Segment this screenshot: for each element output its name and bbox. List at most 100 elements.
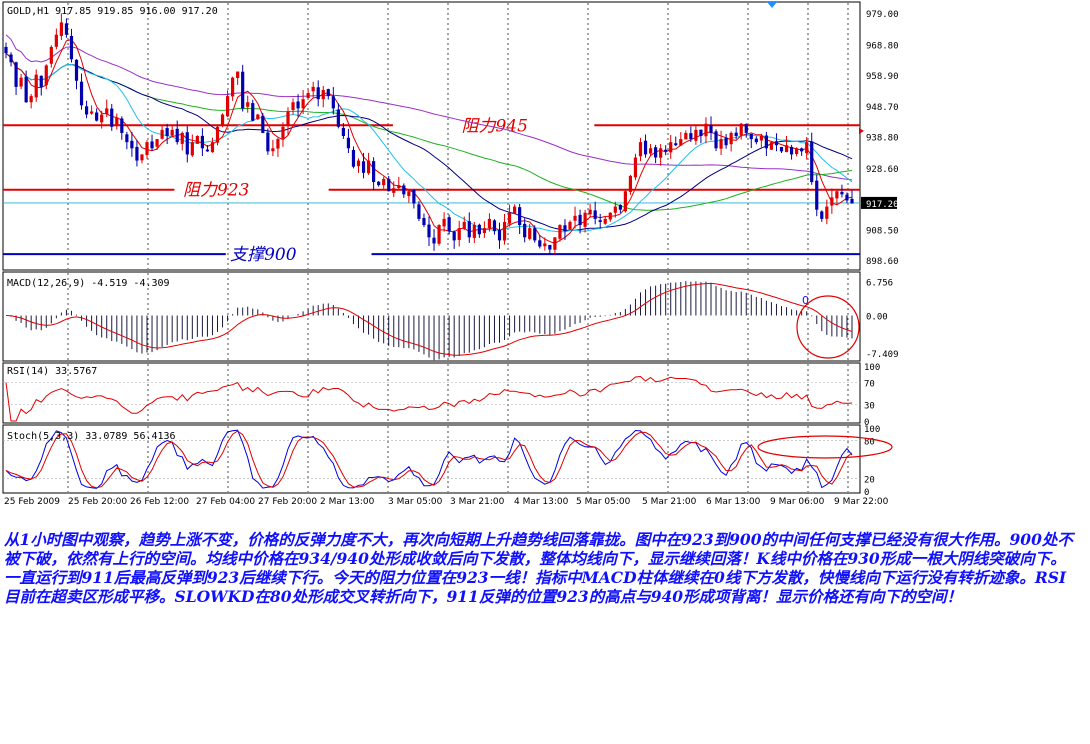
candle-body [815,180,819,210]
candle-body [789,146,794,155]
rsi-tick-label: 30 [864,402,875,412]
candle-body [699,129,703,136]
candle-body [477,224,481,235]
candle-body [296,101,300,109]
macd-panel: MACD(12,26,9) -4.519 -4.309 6.756 0.00 -7.… [2,271,899,362]
candle-body [447,217,451,232]
time-tick-label: 5 Mar 05:00 [576,497,631,507]
candle-body [236,71,240,78]
candle-body [679,139,683,146]
time-tick-label: 25 Feb 2009 [4,497,60,507]
candle-body [613,206,617,213]
candle-body [225,96,230,117]
candle-body [14,62,18,87]
candle-body [64,23,69,35]
candle-body [366,160,371,174]
candle-body [543,243,547,247]
candle-body [281,126,285,139]
signal-line [5,282,853,356]
candle-body [331,96,335,109]
ma-slow-line [5,52,853,231]
candle-body [180,132,184,144]
stochastic-lines [5,429,853,489]
candle-body [825,206,829,219]
price-tick-label: 928.60 [866,165,899,175]
candle-body [200,135,204,149]
candle-body [533,228,537,241]
candle-body [724,137,728,146]
stoch-tick-label: 0 [864,488,869,498]
price-tick-label: 938.80 [866,134,899,144]
candle-body [266,132,270,152]
candle-body [210,142,215,153]
rsi-grid [3,364,860,422]
candle-body [125,134,129,143]
candle-body [387,178,391,192]
candle-body [351,149,356,167]
stoch-label: Stoch(5,3,3) 33.0789 56.4136 [7,431,176,442]
candle-body [664,149,668,152]
last-price-label: 917.20 [866,200,899,210]
candle-body [241,71,245,109]
candle-body [784,145,789,153]
candlesticks [4,13,854,256]
rsi-polyline [5,375,853,422]
last-price-box [861,196,897,209]
candle-body [719,139,723,149]
level-label: 支撑900 [230,245,297,265]
price-tick-label: 968.80 [866,42,899,52]
analysis-commentary: 从1小时图中观察，趋势上涨不变，价格的反弹力度不大，再次向短期上升趋势线回落靠拢… [4,530,1073,606]
candle-body [462,221,466,229]
candle-body [850,198,854,204]
candle-body [654,147,658,158]
candle-body [754,138,758,143]
candle-body [764,135,768,149]
candle-body [729,132,733,145]
macd-axis: 6.756 0.00 -7.409 [866,278,899,360]
candle-body [593,210,597,219]
candle-body [271,148,275,152]
candle-body [442,218,446,227]
candle-body [377,181,381,186]
rsi-panel: RSI(14) 33.5767 100 70 30 0 [2,362,880,428]
macd-label: MACD(12,26,9) -4.519 -4.309 [7,278,170,289]
candle-body [553,237,557,250]
candle-body [502,221,507,241]
candle-body [840,192,844,195]
stoch-tick-label: 20 [864,475,875,485]
candle-body [95,112,99,121]
candle-body [779,147,784,152]
candle-body [684,132,688,140]
candle-body [568,221,572,230]
candle-body [59,22,63,36]
candle-body [9,54,13,63]
candle-body [185,132,189,155]
stoch-k-line [5,429,853,489]
candle-body [558,225,562,239]
candle-body [160,129,164,139]
price-tick-label: 898.60 [866,257,899,267]
candle-body [623,191,627,212]
candle-body [311,86,315,92]
candle-body [110,108,114,127]
top-marker-icon [767,2,777,8]
candle-body [316,87,320,100]
candle-body [135,146,139,161]
price-tick-label: 948.70 [866,103,899,113]
candle-body [583,212,587,227]
candle-body [251,103,255,121]
stoch-d-line [5,430,853,489]
candle-body [256,114,260,120]
candle-body [482,228,486,234]
candle-body [694,129,698,141]
stoch-circle-annotation [757,435,893,459]
candle-body [79,81,84,106]
candle-body [427,224,431,238]
candle-body [341,127,345,136]
candle-body [246,102,250,107]
candle-body [301,99,305,109]
candle-body [34,74,38,98]
candle-body [432,237,436,244]
candle-body [276,139,280,149]
rsi-tick-label: 0 [864,418,869,428]
